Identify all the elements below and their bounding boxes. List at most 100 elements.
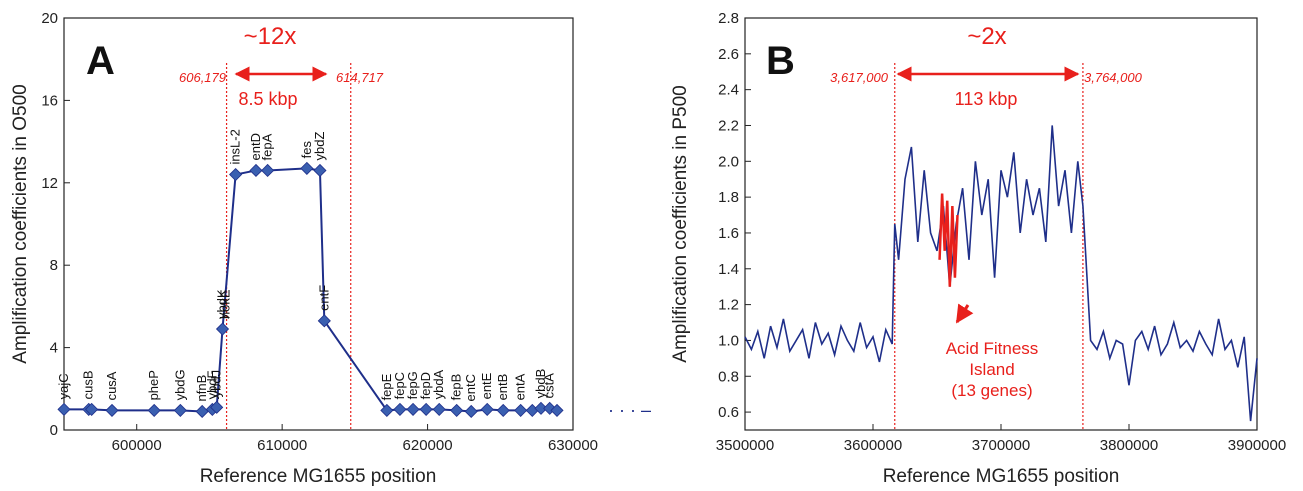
panel-b-span-label: 113 kbp xyxy=(955,89,1018,109)
gene-label: pheP xyxy=(146,370,161,400)
y-tick-label: 1.0 xyxy=(718,332,739,349)
gene-label: fepG xyxy=(405,371,420,399)
gene-label: entC xyxy=(463,374,478,401)
data-point xyxy=(261,163,275,178)
gene-label: entD xyxy=(248,133,263,160)
panel-b-left-coord: 3,617,000 xyxy=(830,70,889,85)
panel-a-left-coord: 606,179 xyxy=(179,70,226,85)
panel-a: 600000 610000 620000 630000 0 4 8 12 16 20 yajC cu… xyxy=(10,10,598,487)
data-point xyxy=(229,167,243,182)
gene-label: ybdF xyxy=(204,370,219,399)
panel-a-fold-label: ~12x xyxy=(244,23,297,50)
data-point xyxy=(85,402,99,416)
gene-label: ybdJ xyxy=(209,370,224,397)
data-point xyxy=(534,401,548,415)
data-point xyxy=(393,402,407,416)
y-tick-label: 16 xyxy=(41,92,58,109)
data-point xyxy=(450,403,464,417)
y-tick-label: 8 xyxy=(50,257,58,274)
panel-a-label: A xyxy=(86,39,115,83)
y-tick-label: 0.8 xyxy=(718,368,739,385)
y-tick-label: 12 xyxy=(41,175,58,192)
data-point xyxy=(419,402,433,416)
gene-label: fepA xyxy=(260,133,275,160)
data-point xyxy=(57,402,71,416)
y-tick-label: 1.4 xyxy=(718,261,739,278)
y-tick-label: 2.2 xyxy=(718,117,739,134)
gene-label: fepB xyxy=(449,374,464,401)
data-point xyxy=(147,403,161,417)
panel-b-xlabel: Reference MG1655 position xyxy=(883,466,1120,487)
gene-label: hokE xyxy=(217,289,232,319)
island-label-line-2: Island xyxy=(969,360,1014,379)
y-tick-label: 4 xyxy=(50,340,58,357)
gene-label: entA xyxy=(513,373,528,400)
gene-label: yajC xyxy=(56,373,71,399)
data-point xyxy=(173,403,187,417)
panel-a-span-label: 8.5 kbp xyxy=(238,89,297,109)
gene-label: fepC xyxy=(392,372,407,399)
gene-label: ybdK xyxy=(215,289,230,319)
panel-a-frame xyxy=(63,17,574,431)
gene-label: fes xyxy=(299,141,314,159)
x-tick-label: 630000 xyxy=(548,437,598,454)
island-label-line-3: (13 genes) xyxy=(951,381,1032,400)
data-point xyxy=(195,404,209,419)
y-tick-label: 2.4 xyxy=(718,82,739,99)
gene-label: ybdA xyxy=(431,369,446,399)
gene-label: ybdG xyxy=(172,369,187,400)
y-tick-label: 1.2 xyxy=(718,297,739,314)
y-tick-label: 0.6 xyxy=(718,404,739,421)
gene-label: cstA xyxy=(542,373,557,399)
panel-b-ylabel: Amplification coefficients in P500 xyxy=(670,85,691,362)
gene-label: cusA xyxy=(104,371,119,400)
y-tick-label: 20 xyxy=(41,10,58,27)
data-point xyxy=(464,404,478,419)
gene-label: fepE xyxy=(379,373,394,400)
series-line xyxy=(744,125,1258,422)
x-tick-label: 610000 xyxy=(257,437,307,454)
data-point xyxy=(313,163,327,178)
y-tick-label: 1.6 xyxy=(718,225,739,242)
data-point xyxy=(300,161,314,175)
data-point xyxy=(525,403,539,417)
data-point xyxy=(432,402,446,416)
gene-label: nfnB xyxy=(194,375,209,402)
y-tick-label: 1.8 xyxy=(718,189,739,206)
panel-b-fold-label: ~2x xyxy=(967,23,1006,50)
panel-b-label: B xyxy=(766,39,795,83)
gene-label: fepD xyxy=(418,372,433,399)
panel-b-right-coord: 3,764,000 xyxy=(1084,70,1143,85)
x-tick-label: 620000 xyxy=(403,437,453,454)
gene-label: entB xyxy=(495,374,510,401)
data-point xyxy=(496,403,510,417)
gene-label: insL-2 xyxy=(228,129,243,164)
data-point xyxy=(514,403,528,417)
panel-a-ylabel: Amplification coefficients in O500 xyxy=(10,84,31,364)
data-point xyxy=(406,402,420,416)
acid-fitness-island-line xyxy=(938,193,959,287)
gap-marker: · · · – xyxy=(608,400,651,420)
data-point xyxy=(215,322,230,336)
panel-b: 3500000 3600000 3700000 3800000 3900000 0.6 0.… xyxy=(670,10,1286,487)
data-point xyxy=(480,402,494,416)
y-tick-label: 2.6 xyxy=(718,46,739,63)
data-point xyxy=(550,403,564,417)
panel-a-right-coord: 614,717 xyxy=(336,70,384,85)
x-tick-label: 3500000 xyxy=(716,437,774,454)
gene-label: entE xyxy=(479,372,494,399)
x-tick-label: 3800000 xyxy=(1100,437,1158,454)
data-point xyxy=(380,403,394,417)
gene-label: ybdB xyxy=(533,369,548,399)
data-point xyxy=(317,314,331,328)
island-arrow xyxy=(955,303,974,324)
y-tick-label: 2.8 xyxy=(718,10,739,27)
x-tick-label: 3700000 xyxy=(972,437,1030,454)
island-label-line-1: Acid Fitness xyxy=(946,339,1039,358)
panel-a-xlabel: Reference MG1655 position xyxy=(200,466,437,487)
y-tick-label: 2.0 xyxy=(718,153,739,170)
gene-label: cusB xyxy=(81,370,96,399)
y-tick-label: 0 xyxy=(50,422,58,439)
x-tick-label: 3600000 xyxy=(844,437,902,454)
data-point xyxy=(210,400,224,414)
